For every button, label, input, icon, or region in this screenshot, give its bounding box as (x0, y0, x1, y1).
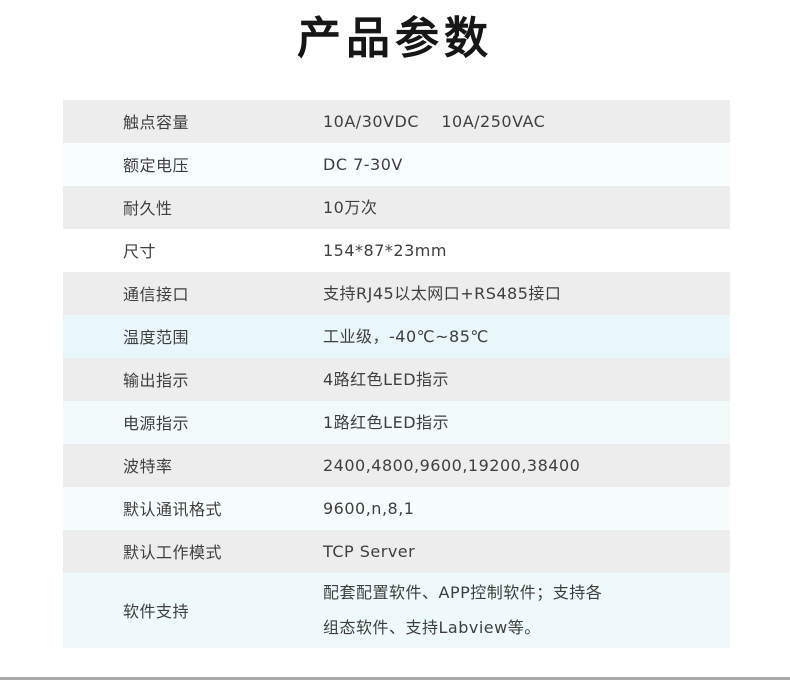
table-row: 温度范围 工业级，-40℃~85℃ (63, 314, 730, 358)
row-label: 软件支持 (123, 602, 190, 622)
row-label: 默认工作模式 (123, 543, 223, 563)
row-label: 温度范围 (123, 328, 190, 348)
row-value: 工业级，-40℃~85℃ (323, 326, 489, 346)
row-value: 154*87*23mm (323, 240, 447, 260)
table-row: 输出指示 4路红色LED指示 (63, 357, 730, 401)
row-label: 额定电压 (123, 156, 190, 176)
row-value: 10万次 (323, 197, 378, 217)
table-row: 耐久性 10万次 (63, 185, 730, 229)
table-row: 电源指示 1路红色LED指示 (63, 400, 730, 444)
bottom-divider (0, 677, 790, 680)
row-value: DC 7-30V (323, 154, 403, 174)
row-label: 电源指示 (123, 414, 190, 434)
row-label: 波特率 (123, 457, 173, 477)
row-value: 9600,n,8,1 (323, 498, 415, 518)
row-value: 支持RJ45以太网口+RS485接口 (323, 283, 562, 303)
row-value: 10A/30VDC 10A/250VAC (323, 111, 546, 131)
table-row: 默认通讯格式 9600,n,8,1 (63, 486, 730, 530)
page-title: 产品参数 (297, 13, 493, 64)
row-label: 默认通讯格式 (123, 500, 223, 520)
row-value: 2400,4800,9600,19200,38400 (323, 455, 581, 475)
row-value: 4路红色LED指示 (323, 369, 450, 389)
row-value: TCP Server (323, 541, 416, 561)
spec-table: 触点容量 10A/30VDC 10A/250VAC 额定电压 DC 7-30V … (63, 99, 730, 648)
table-row: 触点容量 10A/30VDC 10A/250VAC (63, 99, 730, 143)
row-label: 触点容量 (123, 113, 190, 133)
table-row: 波特率 2400,4800,9600,19200,38400 (63, 443, 730, 487)
row-value: 配套配置软件、APP控制软件；支持各组态软件、支持Labview等。 (323, 583, 603, 638)
row-label: 通信接口 (123, 285, 190, 305)
table-row: 默认工作模式 TCP Server (63, 529, 730, 573)
row-label: 耐久性 (123, 199, 173, 219)
table-row: 尺寸 154*87*23mm (63, 228, 730, 272)
table-row: 软件支持 配套配置软件、APP控制软件；支持各组态软件、支持Labview等。 (63, 572, 730, 648)
table-row: 额定电压 DC 7-30V (63, 142, 730, 186)
row-label: 输出指示 (123, 371, 190, 391)
table-row: 通信接口 支持RJ45以太网口+RS485接口 (63, 271, 730, 315)
row-label: 尺寸 (123, 242, 157, 262)
row-value: 1路红色LED指示 (323, 412, 450, 432)
